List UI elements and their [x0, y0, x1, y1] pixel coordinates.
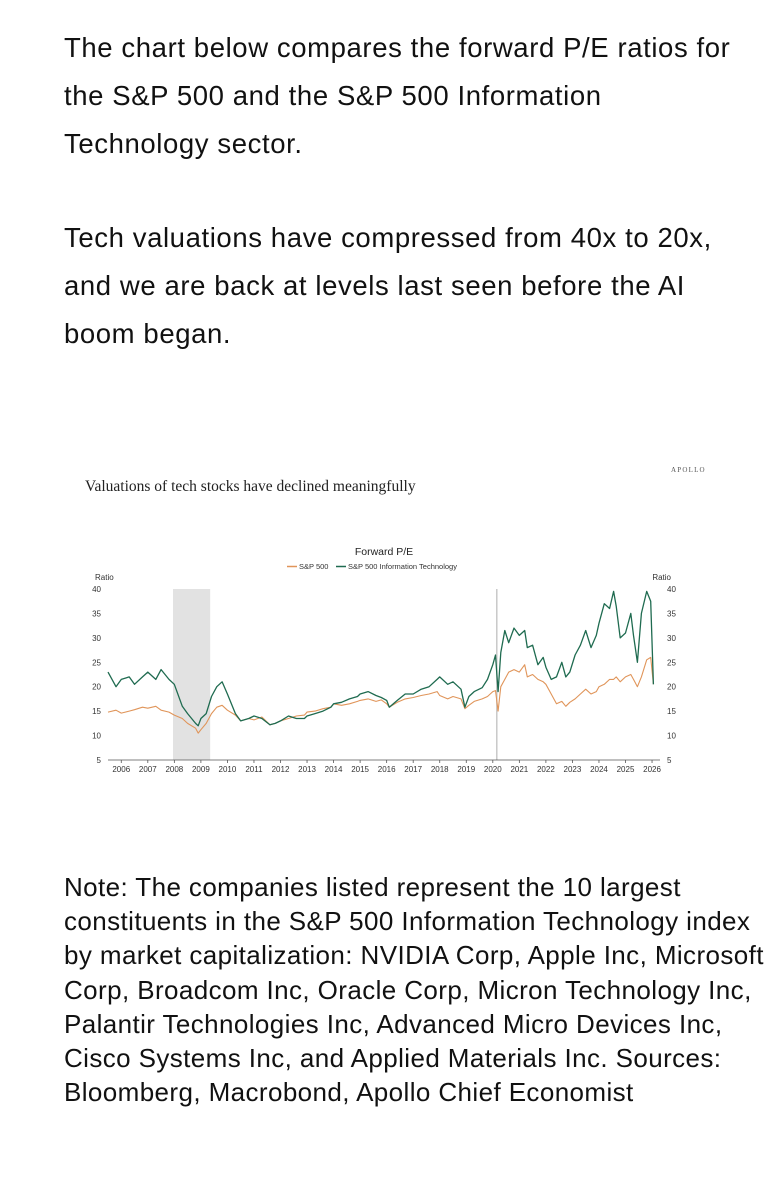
tech-line — [107, 590, 655, 727]
y-tick-right-40: 40 — [667, 585, 676, 594]
x-tick-2010: 2010 — [219, 765, 237, 774]
chart-title: Forward P/E — [355, 546, 413, 558]
x-tick-2012: 2012 — [272, 765, 290, 774]
x-tick-2020: 2020 — [484, 765, 502, 774]
y-tick-right-25: 25 — [667, 658, 676, 667]
y-tick-left-40: 40 — [92, 585, 101, 594]
apollo-logo: APOLLO — [671, 466, 706, 474]
x-tick-2025: 2025 — [617, 765, 635, 774]
y-tick-left-20: 20 — [92, 683, 101, 692]
series-layer — [107, 590, 655, 734]
y-tick-right-35: 35 — [667, 609, 676, 618]
y-tick-left-15: 15 — [92, 707, 101, 716]
x-tick-2017: 2017 — [404, 765, 422, 774]
x-tick-2011: 2011 — [245, 765, 263, 774]
y-tick-right-30: 30 — [667, 634, 676, 643]
x-tick-2015: 2015 — [351, 765, 369, 774]
x-tick-2008: 2008 — [165, 765, 183, 774]
legend: S&P 500 S&P 500 Information Technology — [287, 562, 457, 571]
x-tick-2026: 2026 — [643, 765, 661, 774]
x-tick-2022: 2022 — [537, 765, 555, 774]
x-tick-2024: 2024 — [590, 765, 608, 774]
y-tick-right-10: 10 — [667, 732, 676, 741]
y-tick-left-5: 5 — [97, 756, 102, 765]
x-tick-2019: 2019 — [457, 765, 475, 774]
x-tick-2023: 2023 — [564, 765, 582, 774]
y-tick-right-15: 15 — [667, 707, 676, 716]
y-axis-label-right: Ratio — [652, 573, 671, 582]
intro-paragraph-2: Tech valuations have compressed from 40x… — [64, 222, 712, 349]
shade-layer — [173, 589, 498, 760]
y-tick-right-5: 5 — [667, 756, 672, 765]
x-tick-2018: 2018 — [431, 765, 449, 774]
x-tick-2014: 2014 — [325, 765, 343, 774]
y-tick-left-25: 25 — [92, 658, 101, 667]
sp500-line — [107, 656, 654, 734]
y-tick-left-30: 30 — [92, 634, 101, 643]
legend-label-sp500: S&P 500 — [299, 562, 328, 571]
note-paragraph: Note: The companies listed represent the… — [64, 872, 764, 1108]
y-tick-right-20: 20 — [667, 683, 676, 692]
x-tick-2007: 2007 — [139, 765, 157, 774]
x-tick-2016: 2016 — [378, 765, 396, 774]
recession-shade-0 — [173, 589, 211, 760]
x-tick-2021: 2021 — [510, 765, 528, 774]
x-tick-2009: 2009 — [192, 765, 210, 774]
y-tick-left-35: 35 — [92, 609, 101, 618]
x-tick-2013: 2013 — [298, 765, 316, 774]
legend-label-tech: S&P 500 Information Technology — [348, 562, 457, 571]
x-tick-2006: 2006 — [112, 765, 130, 774]
y-tick-left-10: 10 — [92, 732, 101, 741]
intro-paragraph-1: The chart below compares the forward P/E… — [64, 32, 731, 159]
chart-heading: Valuations of tech stocks have declined … — [85, 478, 416, 495]
y-axis-label-left: Ratio — [95, 573, 114, 582]
